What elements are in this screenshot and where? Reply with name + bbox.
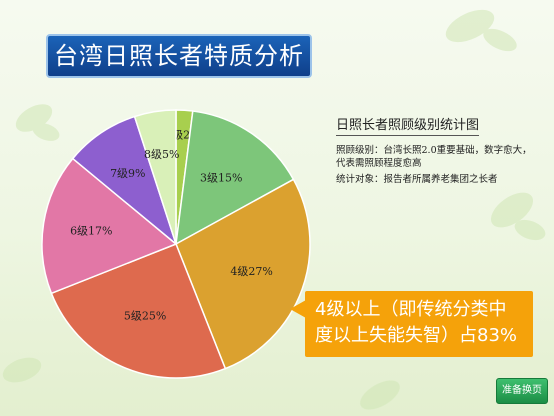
slice-label: 6级17% xyxy=(70,225,112,238)
pie-slice xyxy=(175,110,295,246)
pie-slice xyxy=(175,178,311,370)
pie-slice xyxy=(133,109,177,245)
slice-label: 5级25% xyxy=(124,309,166,322)
slice-label: 7级9% xyxy=(110,167,145,180)
slice-label: 4级27% xyxy=(230,265,272,278)
callout-box: 4级以上（即传统分类中度以上失能失智）占83% xyxy=(305,291,533,357)
pie-slice xyxy=(41,157,178,295)
note-line-subject: 统计对象：报告者所属养老集团之长者 xyxy=(336,174,498,185)
pie-slice xyxy=(50,243,227,379)
note-line-level: 照顾级别：台湾长照2.0重要基础，数字愈大，代表需照顾程度愈高 xyxy=(336,145,532,169)
slice-label: 8级5% xyxy=(144,148,179,161)
next-page-button[interactable]: 准备换页 xyxy=(496,378,548,404)
note-heading: 日照长者照顾级别统计图 xyxy=(336,114,480,136)
page-title: 台湾日照长者特质分析 xyxy=(46,34,312,78)
slice-label: 3级15% xyxy=(200,172,242,185)
chart-note: 日照长者照顾级别统计图 照顾级别：台湾长照2.0重要基础，数字愈大，代表需照顾程… xyxy=(336,114,541,189)
callout-pointer xyxy=(290,300,306,318)
